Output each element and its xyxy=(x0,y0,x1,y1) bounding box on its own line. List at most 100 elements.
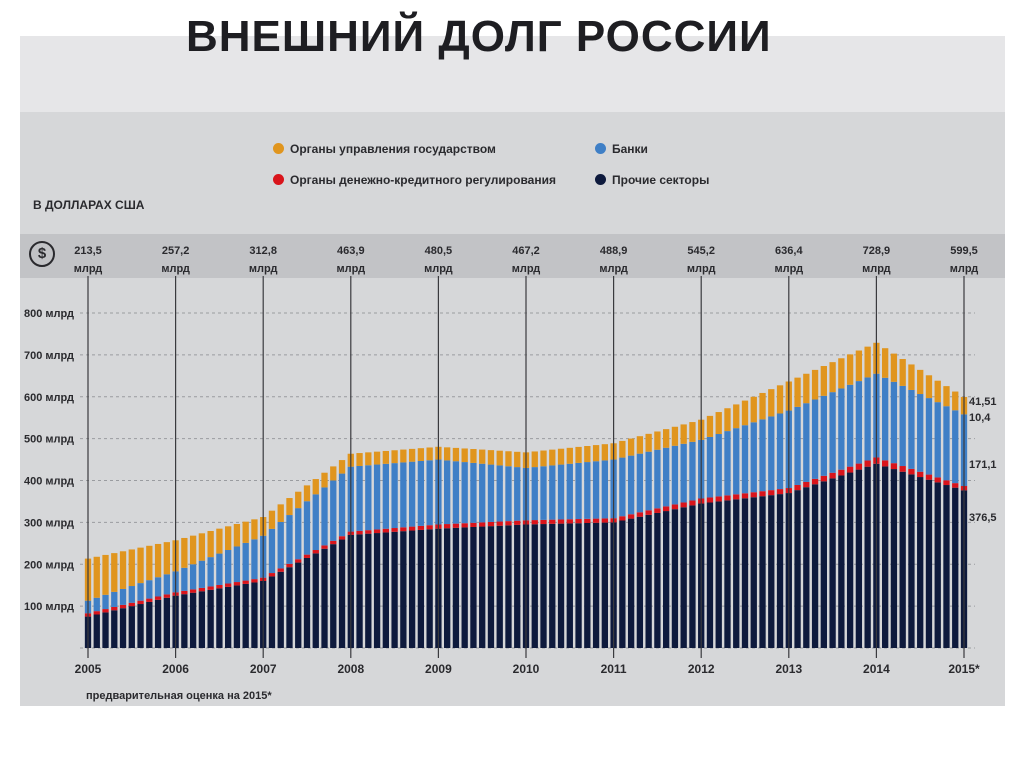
bar-segment xyxy=(680,424,687,444)
bar-segment xyxy=(137,547,144,584)
bar-segment xyxy=(531,467,538,521)
bar-segment xyxy=(207,557,214,587)
bar-segment xyxy=(382,450,389,464)
bar-segment xyxy=(557,523,565,648)
bar-segment xyxy=(356,453,363,466)
bar-segment xyxy=(233,523,241,547)
bar-segment xyxy=(417,529,425,648)
bar-segment xyxy=(794,406,801,485)
bar-segment xyxy=(216,528,223,554)
bar-segment xyxy=(890,381,898,464)
bar-segment xyxy=(689,500,696,506)
bar-segment xyxy=(794,484,801,491)
bar-segment xyxy=(549,465,556,520)
bar-segment xyxy=(496,450,503,466)
bar-segment xyxy=(391,528,398,532)
bar-segment xyxy=(952,483,959,488)
bar-segment xyxy=(487,464,495,522)
legend-item-other-sectors: Прочие секторы xyxy=(595,173,709,187)
bar-segment xyxy=(952,391,959,411)
bar-segment xyxy=(102,594,109,610)
bar-segment xyxy=(838,358,845,389)
bar-segment xyxy=(741,425,749,494)
bar-segment xyxy=(636,512,644,517)
bar-segment xyxy=(899,471,906,648)
bar-segment xyxy=(391,531,398,648)
total-unit: млрд xyxy=(687,263,716,275)
bar-segment xyxy=(882,348,889,378)
bar-segment xyxy=(750,492,757,498)
bar-segment xyxy=(470,526,477,648)
bar-segment xyxy=(373,451,381,465)
bar-segment xyxy=(163,542,170,575)
total-unit: млрд xyxy=(775,263,804,275)
y-tick-label: 800 млрд xyxy=(24,308,74,320)
bar-segment xyxy=(137,583,144,601)
bar-segment xyxy=(163,597,170,648)
bar-segment xyxy=(417,525,425,530)
bar-segment xyxy=(295,508,302,560)
bar-segment xyxy=(189,589,197,593)
bar-segment xyxy=(295,491,302,509)
bar-segment xyxy=(715,496,722,502)
bar-segment xyxy=(663,506,670,512)
bar-segment xyxy=(636,453,644,513)
bar-segment xyxy=(943,406,950,481)
bar-segment xyxy=(487,521,495,527)
bar-segment xyxy=(452,447,460,462)
bar-segment xyxy=(829,478,836,648)
bar-segment xyxy=(855,469,863,648)
bar-segment xyxy=(444,447,451,461)
y-tick-label: 400 млрд xyxy=(24,476,74,488)
bar-segment xyxy=(733,499,740,648)
bar-segment xyxy=(706,502,714,648)
total-unit: млрд xyxy=(950,263,979,275)
bar-segment xyxy=(592,522,600,648)
total-unit: млрд xyxy=(161,263,190,275)
bar-segment xyxy=(312,494,319,551)
bar-segment xyxy=(575,519,582,524)
bar-segment xyxy=(251,519,258,540)
bar-segment xyxy=(251,582,258,648)
legend-item-government: Органы управления государством xyxy=(273,142,496,156)
bar-segment xyxy=(890,469,898,648)
bar-segment xyxy=(671,509,679,648)
bar-segment xyxy=(750,396,757,423)
x-tick-label: 2009 xyxy=(425,662,452,676)
bar-segment xyxy=(636,436,644,454)
bar-segment xyxy=(934,380,941,403)
bar-segment xyxy=(514,524,521,648)
bar-segment xyxy=(408,461,416,527)
bar-segment xyxy=(575,446,582,463)
bar-segment xyxy=(715,412,722,435)
bar-segment xyxy=(706,436,714,498)
bar-segment xyxy=(592,518,600,523)
total-unit: млрд xyxy=(249,263,278,275)
bar-segment xyxy=(391,463,398,529)
bar-segment xyxy=(461,462,468,524)
x-tick-label: 2010 xyxy=(513,662,540,676)
bar-segment xyxy=(277,521,284,569)
bar-segment xyxy=(111,553,118,592)
bar-segment xyxy=(531,451,538,468)
bar-segment xyxy=(627,455,635,515)
bar-segment xyxy=(93,611,100,615)
y-tick-label: 200 млрд xyxy=(24,559,74,571)
bar-segment xyxy=(820,481,827,648)
bar-segment xyxy=(671,504,679,510)
bar-segment xyxy=(479,463,486,523)
bar-segment xyxy=(531,520,538,525)
bar-segment xyxy=(917,471,924,478)
bar-segment xyxy=(908,474,915,648)
bar-segment xyxy=(119,588,127,605)
bar-segment xyxy=(663,447,670,507)
bar-segment xyxy=(671,426,679,446)
bar-segment xyxy=(216,584,223,589)
bar-segment xyxy=(268,576,276,648)
bar-segment xyxy=(952,410,959,484)
bar-segment xyxy=(934,482,941,648)
bar-segment xyxy=(680,502,687,508)
bar-segment xyxy=(846,354,854,385)
bar-segment xyxy=(846,472,854,648)
total-value: 467,2 xyxy=(512,245,540,257)
